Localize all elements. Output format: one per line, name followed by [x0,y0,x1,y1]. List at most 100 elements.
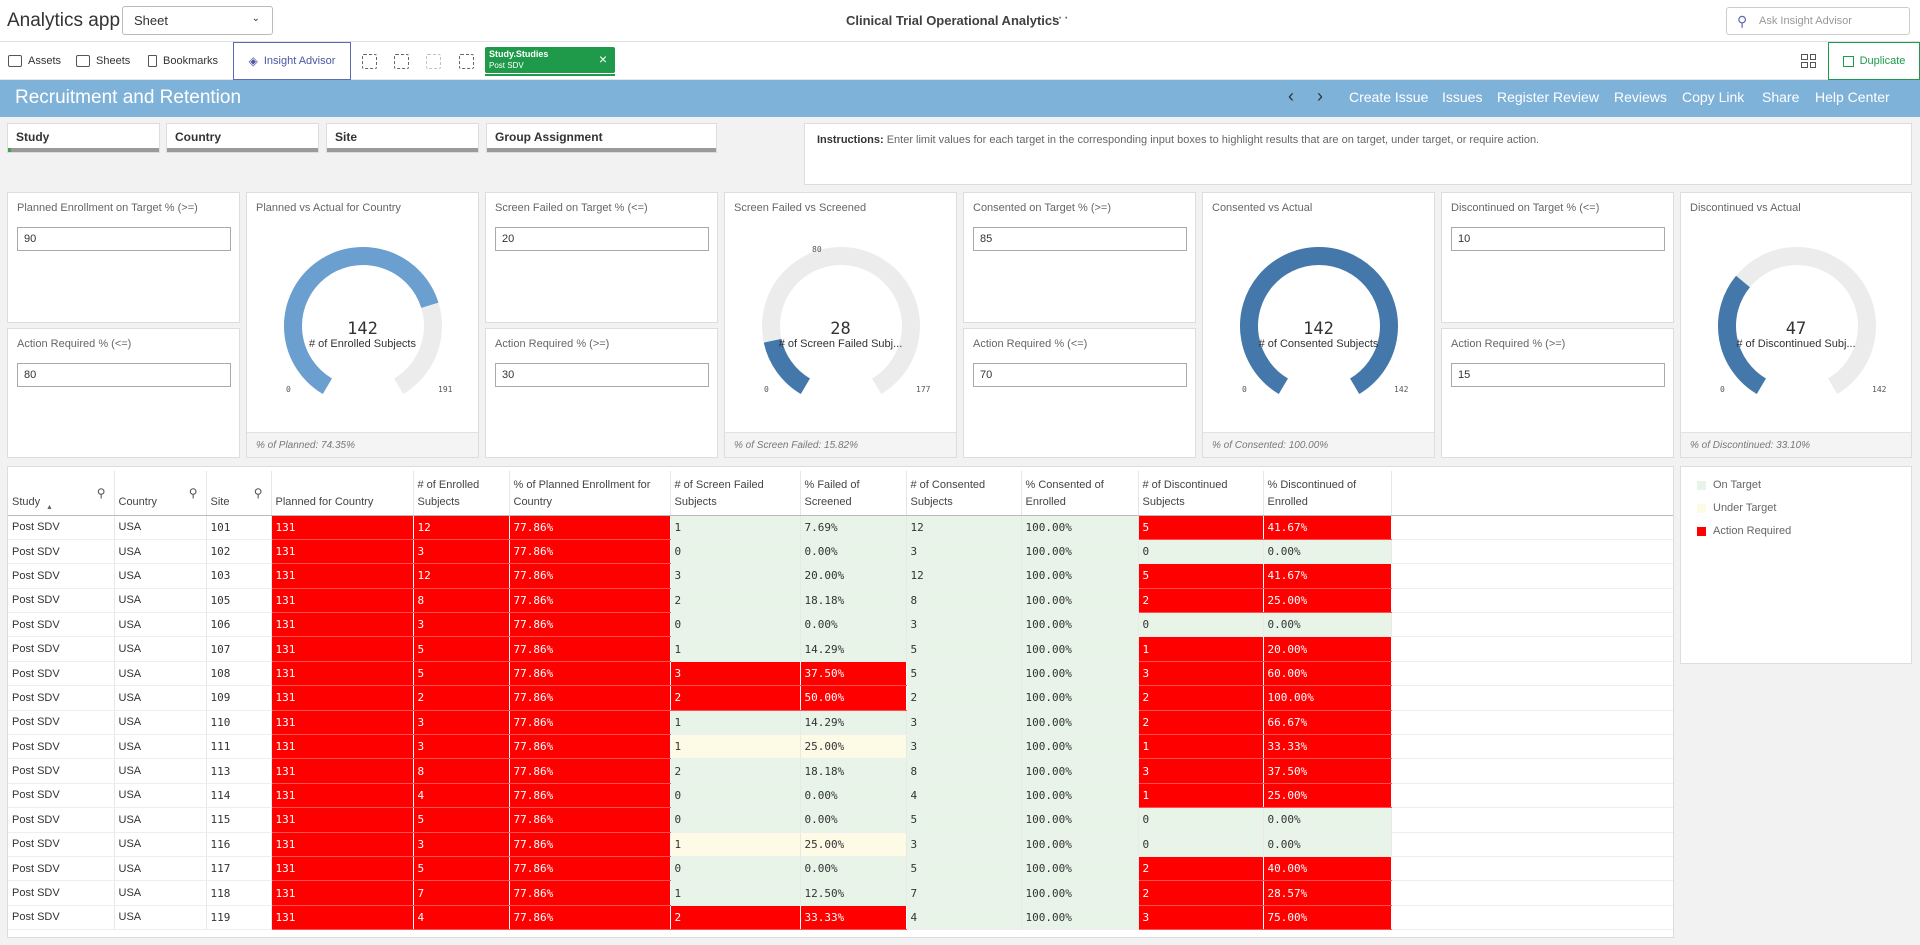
table-cell[interactable]: 0.00% [1263,807,1392,833]
table-cell[interactable]: 100.00% [1021,539,1139,565]
filter-study[interactable]: Study [7,123,160,153]
table-cell[interactable]: USA [114,807,207,833]
table-cell[interactable]: USA [114,588,207,614]
table-cell[interactable]: 4 [906,905,1022,931]
table-cell[interactable]: 131 [271,515,414,540]
table-cell[interactable]: 0.00% [800,856,907,882]
table-cell[interactable]: 100.00% [1021,905,1139,931]
table-cell[interactable]: USA [114,905,207,931]
table-cell[interactable]: 131 [271,856,414,882]
bookmarks-button[interactable]: Bookmarks [148,49,218,73]
filter-country[interactable]: Country [166,123,319,153]
table-cell[interactable]: 100.00% [1021,783,1139,809]
table-cell[interactable]: Post SDV [8,588,115,614]
table-cell[interactable]: USA [114,710,207,736]
table-cell[interactable]: 101 [206,515,272,540]
table-cell[interactable]: 100.00% [1021,880,1139,906]
planned-action-input[interactable]: 80 [17,363,231,387]
table-cell[interactable]: 131 [271,832,414,857]
table-cell[interactable]: Post SDV [8,832,115,857]
copy-link-link[interactable]: Copy Link [1682,89,1745,105]
table-cell[interactable]: 4 [413,783,510,809]
table-cell[interactable]: 3 [413,612,510,638]
table-cell[interactable]: 12 [413,563,510,589]
table-cell[interactable]: USA [114,563,207,589]
table-cell[interactable]: 5 [906,661,1022,687]
table-cell[interactable]: 100.00% [1021,661,1139,687]
table-cell[interactable]: 109 [206,685,272,711]
table-cell[interactable]: 5 [906,856,1022,882]
grid-icon[interactable] [1801,54,1816,68]
table-cell[interactable]: 1 [1138,636,1264,662]
table-cell[interactable]: 2 [1138,588,1264,614]
table-cell[interactable]: 0 [1138,539,1264,565]
selection-chip[interactable]: Study.Studies Post SDV × [485,47,615,76]
table-cell[interactable]: 131 [271,880,414,906]
table-cell[interactable]: 118 [206,880,272,906]
table-cell[interactable]: 75.00% [1263,905,1392,931]
table-cell[interactable]: 77.86% [509,588,671,614]
table-cell[interactable]: Post SDV [8,515,115,540]
table-cell[interactable]: 12 [906,563,1022,589]
table-cell[interactable]: 25.00% [800,734,907,760]
table-cell[interactable]: 8 [413,588,510,614]
table-cell[interactable]: 4 [906,783,1022,809]
table-cell[interactable]: 3 [413,832,510,857]
table-cell[interactable]: 7 [906,880,1022,906]
table-cell[interactable]: USA [114,636,207,662]
table-cell[interactable]: Post SDV [8,880,115,906]
table-cell[interactable]: 77.86% [509,515,671,540]
table-cell[interactable]: 3 [670,661,801,687]
table-cell[interactable]: 103 [206,563,272,589]
step-back-icon[interactable] [394,54,409,69]
table-cell[interactable]: 0.00% [800,612,907,638]
smart-search-icon[interactable] [362,54,377,69]
table-cell[interactable]: 5 [906,636,1022,662]
table-cell[interactable]: 100.00% [1263,685,1392,711]
table-cell[interactable]: USA [114,685,207,711]
table-cell[interactable]: 3 [670,563,801,589]
table-cell[interactable]: 12 [906,515,1022,540]
table-cell[interactable]: 33.33% [1263,734,1392,760]
table-cell[interactable]: USA [114,832,207,857]
issues-link[interactable]: Issues [1442,89,1483,105]
table-cell[interactable]: 0 [670,612,801,638]
table-cell[interactable]: Post SDV [8,710,115,736]
table-cell[interactable]: 100.00% [1021,832,1139,857]
table-cell[interactable]: 100.00% [1021,758,1139,784]
table-cell[interactable]: 131 [271,734,414,760]
table-cell[interactable]: 2 [1138,880,1264,906]
table-cell[interactable]: 2 [670,588,801,614]
consented-action-input[interactable]: 70 [973,363,1187,387]
table-cell[interactable]: 113 [206,758,272,784]
clear-selections-icon[interactable] [459,54,474,69]
table-cell[interactable]: 1 [1138,783,1264,809]
table-cell[interactable]: 41.67% [1263,563,1392,589]
table-cell[interactable]: 117 [206,856,272,882]
table-cell[interactable]: 0 [1138,807,1264,833]
table-cell[interactable]: 3 [906,710,1022,736]
next-sheet-icon[interactable]: › [1317,86,1323,106]
table-cell[interactable]: 33.33% [800,905,907,931]
column-header-screen-failed[interactable]: # of Screen Failed Subjects [670,471,801,516]
table-cell[interactable]: 100.00% [1021,588,1139,614]
prev-sheet-icon[interactable]: ‹ [1288,86,1294,106]
table-cell[interactable]: Post SDV [8,905,115,931]
table-cell[interactable]: 2 [670,758,801,784]
table-cell[interactable]: Post SDV [8,783,115,809]
table-cell[interactable]: 0 [670,539,801,565]
column-header-pct-planned[interactable]: % of Planned Enrollment for Country [509,471,671,516]
table-cell[interactable]: 3 [906,539,1022,565]
table-cell[interactable]: 2 [413,685,510,711]
column-header-study[interactable]: Study ⚲ ▲ [8,471,115,516]
table-cell[interactable]: 100.00% [1021,563,1139,589]
column-header-consented[interactable]: # of Consented Subjects [906,471,1022,516]
table-cell[interactable]: 107 [206,636,272,662]
table-cell[interactable]: 111 [206,734,272,760]
table-cell[interactable]: 3 [906,734,1022,760]
table-cell[interactable]: 100.00% [1021,856,1139,882]
table-cell[interactable]: USA [114,539,207,565]
table-cell[interactable]: Post SDV [8,685,115,711]
table-cell[interactable]: 3 [413,539,510,565]
table-cell[interactable]: 0 [670,856,801,882]
